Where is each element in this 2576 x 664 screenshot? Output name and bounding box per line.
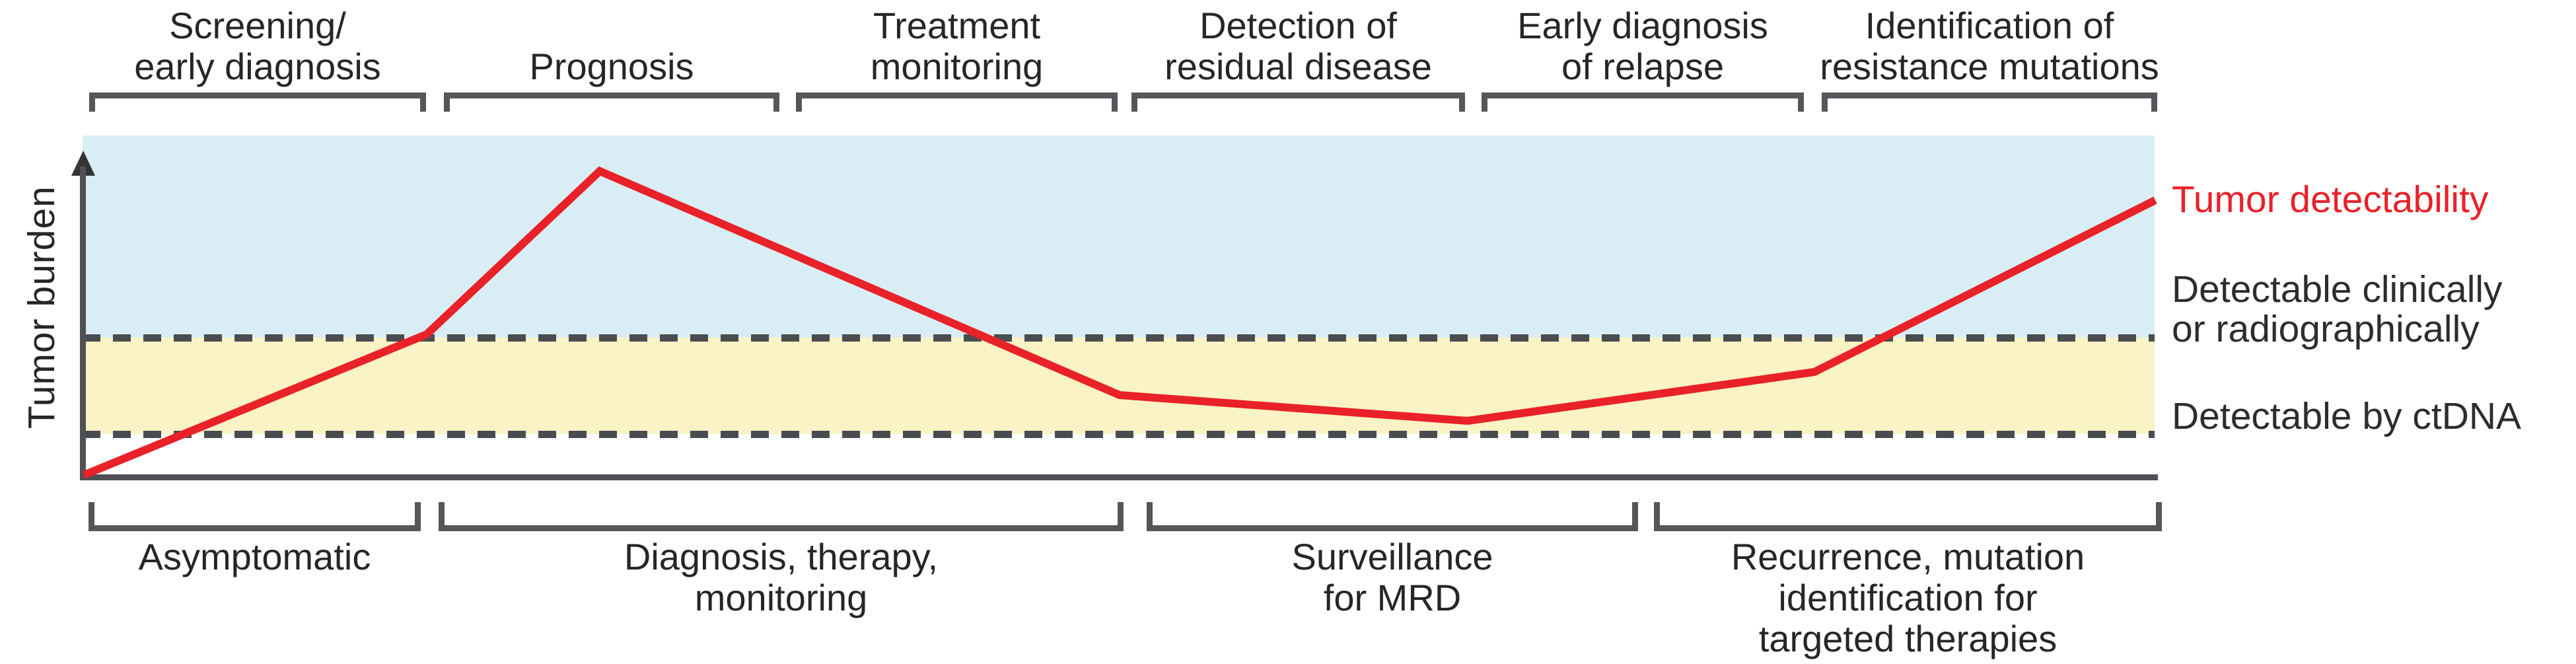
clinical-threshold-dashed-line [83,334,2155,342]
bracket-surveillance-mrd [1147,502,1638,531]
bracket-treatment-monitoring [796,92,1118,112]
bracket-diagnosis-therapy [439,502,1124,531]
phase-label-residual-disease: Detection of residual disease [1164,5,1432,87]
clinical-detection-band [83,135,2155,338]
ctdna-threshold-dashed-line [83,431,2155,438]
phase-label-screening: Screening/ early diagnosis [134,5,381,87]
ctdna-detection-band [83,338,2155,434]
bracket-resistance-mutations [1822,92,2157,112]
phase-label-surveillance-mrd: Surveillance for MRD [1291,536,1493,618]
curve-legend-label: Tumor detectability [2172,178,2489,221]
bracket-recurrence [1654,502,2162,531]
phase-label-early-relapse: Early diagnosis of relapse [1517,5,1768,87]
phase-label-prognosis: Prognosis [529,46,694,87]
ctdna-band-annotation: Detectable by ctDNA [2172,395,2522,437]
clinical-band-annotation: Detectable clinically or radiographicall… [2172,268,2503,350]
phase-label-diagnosis-therapy: Diagnosis, therapy, monitoring [624,536,939,618]
y-axis-line [80,166,86,477]
phase-label-asymptomatic: Asymptomatic [138,536,371,577]
bracket-screening [89,92,426,112]
bracket-prognosis [444,92,779,112]
bracket-residual-disease [1131,92,1465,112]
phase-label-treatment-monitoring: Treatment monitoring [870,5,1044,87]
bracket-early-relapse [1482,92,1804,112]
phase-label-resistance-mutations: Identification of resistance mutations [1820,5,2159,87]
bracket-asymptomatic [89,502,421,531]
x-axis-line [80,474,2158,480]
phase-label-recurrence: Recurrence, mutation identification for … [1731,536,2085,659]
tumor-detectability-polyline [82,166,2157,479]
